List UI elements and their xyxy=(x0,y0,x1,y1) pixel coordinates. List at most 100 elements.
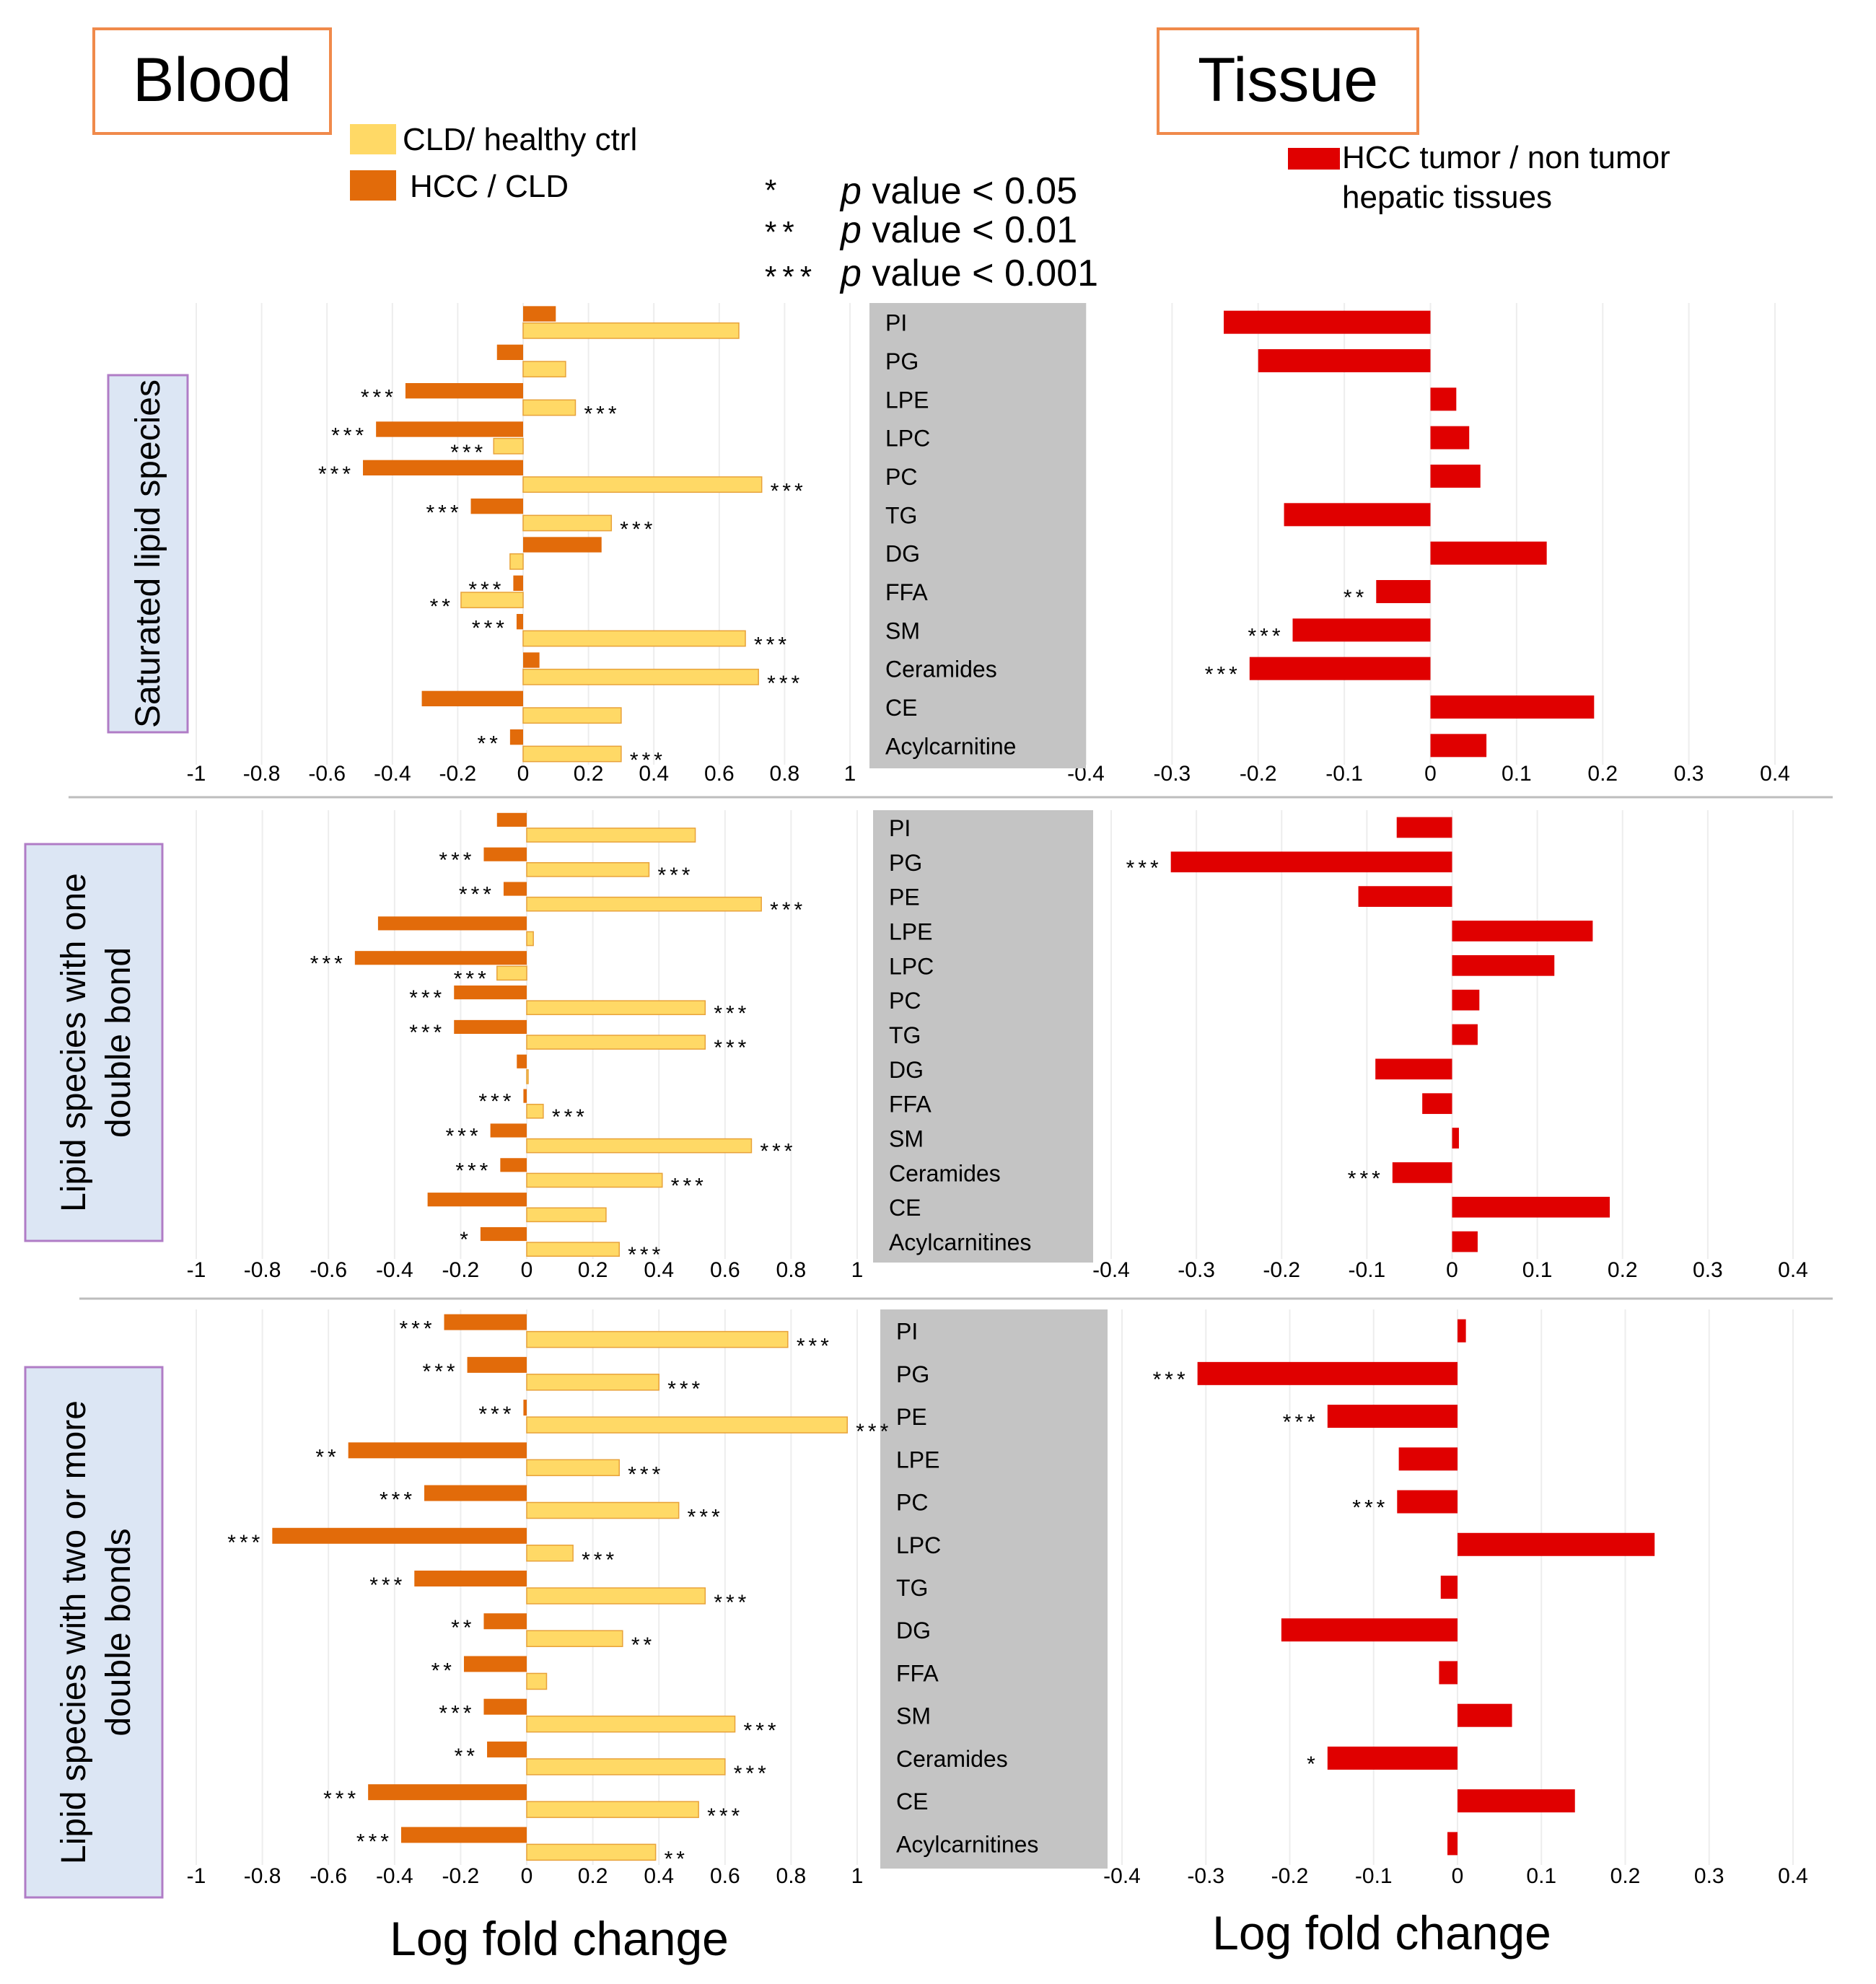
cld-significance: *** xyxy=(630,749,666,773)
cld-ctrl-bar xyxy=(526,1172,663,1188)
hcc-cld-bar xyxy=(272,1527,527,1544)
hcc-cld-bar xyxy=(467,1356,527,1373)
blood-tick-label: -1 xyxy=(187,1258,206,1282)
hcc-significance: *** xyxy=(455,1159,491,1182)
hcc-cld-bar xyxy=(354,951,527,965)
tissue-bar xyxy=(1358,886,1452,907)
tissue-tick-label: -0.2 xyxy=(1271,1864,1309,1888)
panel-title-box xyxy=(24,1366,164,1899)
blood-tick-label: -0.6 xyxy=(308,762,346,786)
cld-ctrl-bar xyxy=(526,1035,706,1050)
tissue-bar xyxy=(1376,580,1431,603)
category-label: DG xyxy=(889,1057,924,1083)
category-label: LPC xyxy=(885,426,930,452)
blood-tick-label: 1 xyxy=(851,1258,864,1282)
tissue-tick-label: -0.4 xyxy=(1103,1864,1141,1888)
blood-tick-label: 0.4 xyxy=(644,1258,674,1282)
cld-significance: ** xyxy=(430,594,454,618)
hcc-significance: *** xyxy=(423,1360,459,1384)
tissue-bar xyxy=(1452,1128,1459,1149)
tissue-significance: * xyxy=(1307,1752,1319,1776)
tissue-bar xyxy=(1292,618,1431,642)
tissue-tick-label: -0.2 xyxy=(1263,1258,1300,1282)
pvalue-stars-3: *** xyxy=(765,260,818,294)
hcc-cld-bar xyxy=(444,1314,527,1330)
category-label: LPE xyxy=(896,1447,939,1472)
pvalue-line-1: p value < 0.05 xyxy=(839,170,1077,212)
category-label: FFA xyxy=(896,1660,939,1686)
category-label-box xyxy=(869,303,1086,768)
tissue-bar xyxy=(1430,387,1457,411)
cld-ctrl-bar xyxy=(522,745,622,763)
tissue-tick-label: 0.1 xyxy=(1502,762,1532,786)
hcc-cld-bar xyxy=(483,1698,527,1715)
blood-tick-label: -0.2 xyxy=(442,1258,480,1282)
panel-title-box xyxy=(24,843,164,1242)
hcc-significance: *** xyxy=(399,1317,435,1341)
panel-2: -1 -0.8 -0.6 -0.4 -0.2 0 0.2 0.4 0.6 0.8 1 -0.4 -0.3… xyxy=(24,810,1808,1282)
tissue-bar xyxy=(1197,1361,1458,1385)
panel-3: -1 -0.8 -0.6 -0.4 -0.2 0 0.2 0.4 0.6 0.8 1 -0.4 -0.3… xyxy=(24,1309,1808,1899)
category-label: Ceramides xyxy=(885,657,997,682)
tissue-significance: *** xyxy=(1205,663,1241,687)
tissue-bar xyxy=(1440,1576,1458,1599)
hcc-significance: *** xyxy=(380,1488,416,1512)
category-label: LPE xyxy=(889,918,932,944)
hcc-significance: *** xyxy=(478,1403,514,1426)
category-label: SM xyxy=(885,618,920,644)
tissue-tick-label: 0.3 xyxy=(1693,1258,1723,1282)
tissue-bar xyxy=(1458,1703,1512,1727)
cld-significance: *** xyxy=(760,1140,796,1164)
cld-ctrl-bar xyxy=(526,896,762,912)
category-label: LPC xyxy=(896,1532,941,1558)
cld-ctrl-bar xyxy=(526,1330,789,1348)
cld-ctrl-bar xyxy=(526,1843,657,1861)
cld-ctrl-bar xyxy=(522,322,740,339)
blood-tick-label: 1 xyxy=(844,762,856,786)
tissue-significance: *** xyxy=(1283,1410,1319,1434)
cld-ctrl-bar xyxy=(526,1000,706,1016)
tissue-significance: *** xyxy=(1126,856,1162,880)
tissue-tick-label: 0.3 xyxy=(1674,762,1704,786)
legend-label-tissue-1: HCC tumor / non tumor xyxy=(1342,140,1670,175)
tissue-significance: *** xyxy=(1352,1496,1388,1520)
blood-tick-label: -0.8 xyxy=(244,1864,281,1888)
cld-ctrl-bar xyxy=(526,1545,574,1562)
tissue-tick-label: 0.4 xyxy=(1760,762,1790,786)
cld-significance: *** xyxy=(628,1243,664,1267)
cld-significance: *** xyxy=(856,1420,892,1444)
hcc-significance: *** xyxy=(310,952,346,975)
tissue-bar xyxy=(1447,1832,1458,1856)
hcc-cld-bar xyxy=(463,1656,527,1672)
legend-label-cld: CLD/ healthy ctrl xyxy=(403,122,637,157)
tissue-bar xyxy=(1430,426,1470,449)
tissue-tick-label: -0.2 xyxy=(1240,762,1277,786)
tissue-bar xyxy=(1452,921,1593,941)
tissue-bar xyxy=(1452,1231,1478,1252)
tissue-tick-label: 0.4 xyxy=(1778,1258,1808,1282)
blood-tick-label: 0 xyxy=(517,762,530,786)
cld-significance: ** xyxy=(665,1847,688,1871)
cld-ctrl-bar xyxy=(526,931,534,947)
blood-tick-label: 0.2 xyxy=(578,1864,608,1888)
legend-label-hcc: HCC / CLD xyxy=(410,169,569,204)
cld-ctrl-bar xyxy=(522,476,763,493)
hcc-cld-bar xyxy=(376,421,523,437)
cld-significance: *** xyxy=(797,1335,833,1358)
tissue-tick-label: -0.1 xyxy=(1355,1864,1393,1888)
blood-header: Blood xyxy=(133,45,292,115)
blood-tick-label: -1 xyxy=(187,762,206,786)
hcc-cld-bar xyxy=(480,1226,527,1242)
tissue-header-box xyxy=(1157,27,1419,135)
cld-ctrl-bar xyxy=(526,1459,620,1477)
tissue-tick-label: 0 xyxy=(1424,762,1437,786)
hcc-cld-bar xyxy=(509,729,523,745)
category-label: TG xyxy=(896,1575,928,1601)
tissue-bar xyxy=(1375,1058,1452,1080)
cld-significance: *** xyxy=(688,1506,724,1529)
cld-significance: *** xyxy=(671,1175,707,1198)
cld-ctrl-bar xyxy=(522,668,759,685)
hcc-significance: * xyxy=(460,1228,472,1252)
category-label: PE xyxy=(889,885,920,910)
